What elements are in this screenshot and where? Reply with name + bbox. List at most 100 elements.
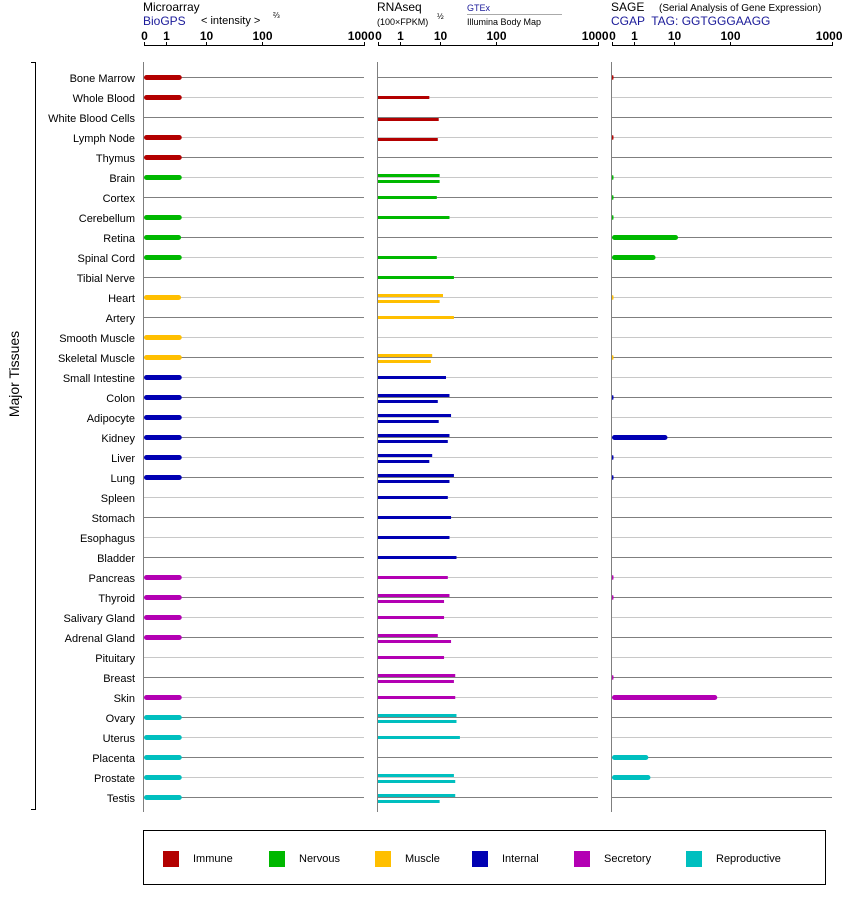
rnaseq-ibm-bar bbox=[378, 460, 430, 463]
microarray-bar bbox=[144, 395, 182, 400]
rnaseq-ibm-bar bbox=[378, 800, 440, 803]
microarray-bar bbox=[144, 75, 182, 80]
rnaseq-gtex-bar bbox=[378, 634, 438, 637]
tissue-label: Spinal Cord bbox=[78, 253, 135, 265]
tissue-label: Brain bbox=[109, 173, 135, 185]
sage-bar bbox=[612, 435, 668, 440]
microarray-bar bbox=[144, 175, 182, 180]
tissue-labels: Bone Marrow Whole Blood White Blood Cells L… bbox=[48, 73, 136, 805]
rnaseq-gtex-bar bbox=[378, 714, 457, 717]
sage-bar bbox=[612, 355, 614, 360]
rnaseq-unit-label: (100×FPKM) bbox=[377, 17, 428, 27]
sage-bar bbox=[612, 695, 718, 700]
tissue-label: Smooth Muscle bbox=[59, 333, 135, 345]
illumina-source-label: Illumina Body Map bbox=[467, 17, 541, 27]
tissue-label: Ovary bbox=[106, 713, 136, 725]
tissue-label: Thyroid bbox=[98, 593, 135, 605]
legend-item-nervous: Nervous bbox=[269, 850, 340, 867]
microarray-bar bbox=[144, 615, 182, 620]
rnaseq-tick-label: 0 bbox=[375, 29, 382, 43]
rnaseq-gtex-bar bbox=[378, 294, 444, 297]
microarray-tick-label: 100 bbox=[252, 29, 272, 43]
legend-item-secretory: Secretory bbox=[574, 850, 651, 867]
microarray-bar bbox=[144, 295, 182, 300]
rnaseq-gtex-bar bbox=[378, 174, 440, 177]
tissue-label: Heart bbox=[108, 293, 135, 305]
tissue-label: Artery bbox=[106, 313, 136, 325]
cgap-tag-label: CGAP TAG: GGTGGGAAGG bbox=[611, 14, 770, 28]
legend-swatch bbox=[472, 850, 488, 867]
rnaseq-gtex-bar bbox=[378, 576, 448, 579]
sage-header: SAGE (Serial Analysis of Gene Expression… bbox=[611, 0, 821, 28]
rnaseq-ibm-bar bbox=[378, 400, 438, 403]
rnaseq-gtex-bar bbox=[378, 536, 450, 539]
tissue-label: Tibial Nerve bbox=[77, 273, 135, 285]
rnaseq-gtex-bar bbox=[378, 656, 445, 659]
rnaseq-ibm-bar bbox=[378, 480, 450, 483]
legend-label: Secretory bbox=[604, 852, 652, 865]
legend-swatch bbox=[163, 850, 179, 867]
microarray-bar bbox=[144, 595, 182, 600]
rnaseq-gtex-bar bbox=[378, 474, 454, 477]
tissue-label: White Blood Cells bbox=[48, 113, 135, 125]
microarray-bar bbox=[144, 635, 182, 640]
rnaseq-gtex-bar bbox=[378, 794, 456, 797]
legend-label: Immune bbox=[193, 852, 233, 865]
microarray-bar bbox=[144, 715, 182, 720]
sage-bar bbox=[612, 75, 614, 80]
rnaseq-gtex-bar bbox=[378, 774, 454, 777]
sage-bar bbox=[612, 675, 614, 680]
tissue-label: Retina bbox=[103, 233, 136, 245]
tissue-label: Testis bbox=[107, 793, 136, 805]
legend-item-reproductive: Reproductive bbox=[686, 850, 781, 867]
tissue-label: Bladder bbox=[97, 553, 135, 565]
sage-bar bbox=[612, 595, 614, 600]
tissue-label: Skeletal Muscle bbox=[58, 353, 135, 365]
rnaseq-gtex-bar bbox=[378, 696, 456, 699]
rnaseq-ibm-bar bbox=[378, 118, 439, 121]
rnaseq-title: RNAseq bbox=[377, 0, 422, 14]
sage-bar bbox=[612, 215, 614, 220]
microarray-bar bbox=[144, 695, 182, 700]
microarray-title: Microarray bbox=[143, 0, 200, 14]
sage-bar bbox=[612, 235, 679, 240]
rnaseq-gtex-bar bbox=[378, 256, 437, 259]
legend-label: Nervous bbox=[299, 852, 340, 865]
tissue-label: Salivary Gland bbox=[63, 613, 135, 625]
rnaseq-gtex-bar bbox=[378, 394, 450, 397]
sage-subtitle: (Serial Analysis of Gene Expression) bbox=[659, 3, 821, 14]
rnaseq-gtex-bar bbox=[378, 454, 433, 457]
microarray-bar bbox=[144, 355, 182, 360]
tissue-label: Prostate bbox=[94, 773, 135, 785]
legend: Immune Nervous Muscle Internal Secretory Repr… bbox=[143, 830, 826, 885]
tissue-label: Cortex bbox=[103, 193, 136, 205]
rnaseq-tick-label: 10 bbox=[434, 29, 448, 43]
sage-title: SAGE bbox=[611, 0, 644, 14]
microarray-tick-label: 10 bbox=[200, 29, 214, 43]
microarray-header: Microarray BioGPS < intensity > ⅔ bbox=[143, 0, 280, 28]
rnaseq-ibm-bar bbox=[378, 440, 448, 443]
microarray-bar bbox=[144, 775, 182, 780]
tissue-label: Pancreas bbox=[89, 573, 136, 585]
major-tissues-bracket bbox=[31, 62, 36, 810]
rnaseq-gtex-bar bbox=[378, 276, 454, 279]
legend-swatch bbox=[686, 850, 702, 867]
rnaseq-ibm-bar bbox=[378, 420, 439, 423]
sage-bar bbox=[612, 395, 614, 400]
rnaseq-ibm-bar bbox=[378, 360, 431, 363]
rnaseq-gtex-bar bbox=[378, 616, 445, 619]
rnaseq-tick-label: 1 bbox=[397, 29, 404, 43]
rnaseq-gtex-bar bbox=[378, 434, 450, 437]
rnaseq-ibm-bar bbox=[378, 180, 440, 183]
expression-bars bbox=[144, 75, 718, 803]
microarray-tick-label: 1000 bbox=[348, 29, 375, 43]
microarray-bar bbox=[144, 155, 182, 160]
microarray-bar bbox=[144, 755, 182, 760]
microarray-bar bbox=[144, 475, 182, 480]
tissue-label: Lung bbox=[111, 473, 135, 485]
rnaseq-ibm-bar bbox=[378, 300, 440, 303]
rnaseq-gtex-bar bbox=[378, 414, 452, 417]
sage-bar bbox=[612, 455, 614, 460]
sage-tick-label: 100 bbox=[720, 29, 740, 43]
